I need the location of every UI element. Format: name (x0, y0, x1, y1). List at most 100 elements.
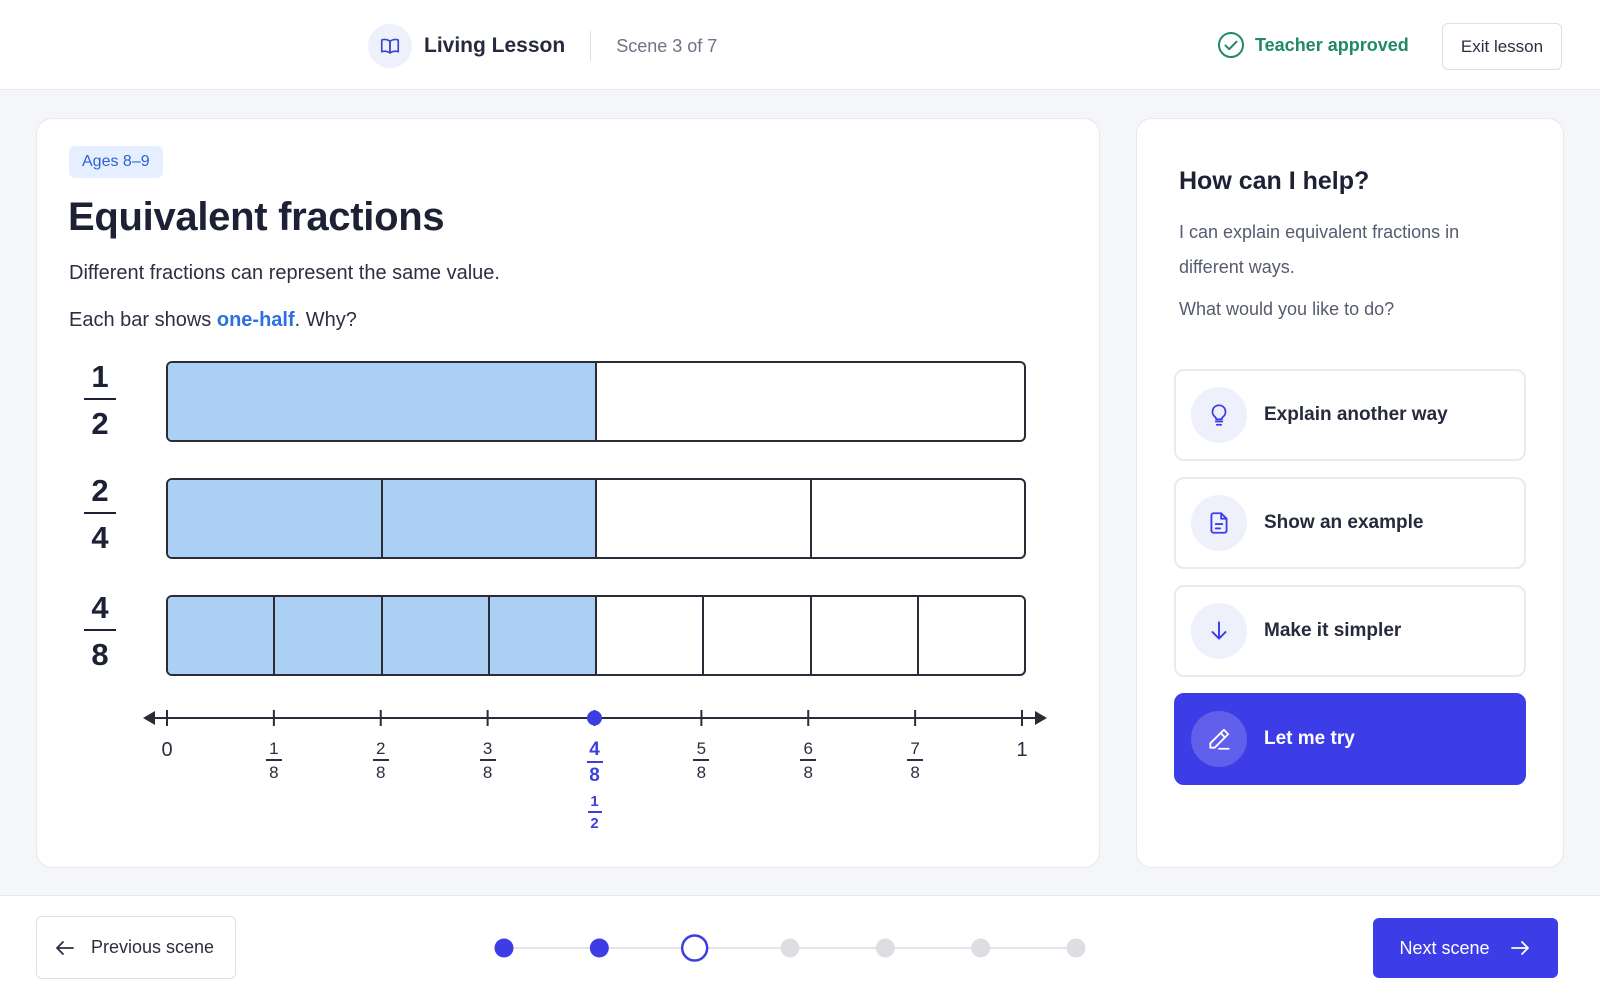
help-title: How can I help? (1179, 167, 1370, 195)
tick-denominator: 8 (269, 762, 279, 782)
lesson-description: Different fractions can represent the sa… (69, 262, 500, 284)
arrow-down-icon (1191, 603, 1247, 659)
bar-segment-empty[interactable] (595, 597, 702, 674)
check-circle-icon (1218, 32, 1244, 58)
number-line (143, 710, 1047, 726)
fraction-label-1-2: 1 2 (80, 361, 120, 439)
pencil-icon (1191, 711, 1247, 767)
tick-label-end: 1 (1016, 739, 1028, 761)
tick-numerator: 2 (376, 739, 386, 758)
question-suffix: . Why? (294, 309, 357, 331)
fraction-label-2-4: 2 4 (80, 475, 120, 553)
tick-denominator: 2 (590, 814, 599, 832)
make-simpler-button[interactable]: Make it simpler (1174, 585, 1526, 677)
fraction-line (84, 398, 116, 400)
progress-dot-upcoming (875, 938, 895, 958)
tick-denominator: 8 (910, 762, 920, 782)
bar-segment-empty[interactable] (916, 597, 1024, 674)
tick-numerator: 3 (482, 739, 493, 758)
fraction-label-4-8: 4 8 (80, 592, 120, 670)
progress-dot-upcoming (971, 938, 991, 958)
fraction-line (84, 629, 116, 631)
bar-segment-filled[interactable] (273, 597, 381, 674)
progress-dot-completed (494, 938, 514, 958)
progress-dot-upcoming (1066, 938, 1086, 958)
tick-numerator: 4 (589, 739, 600, 760)
tick-numerator: 6 (803, 739, 813, 758)
question-prefix: Each bar shows (69, 309, 217, 331)
tick-fraction-line (372, 759, 389, 761)
help-panel: How can I help? I can explain equivalent… (1136, 118, 1564, 868)
fraction-numerator: 2 (91, 473, 109, 508)
tick-numerator: 1 (590, 793, 599, 810)
bar-segment-empty[interactable] (595, 480, 810, 557)
fraction-bar-quarters[interactable] (166, 478, 1026, 559)
bar-segment-filled[interactable] (168, 363, 595, 440)
tick-fraction-line (587, 811, 602, 813)
lesson-card: Ages 8–9 Equivalent fractions Different … (36, 118, 1100, 868)
next-scene-label: Next scene (1399, 937, 1490, 958)
bar-segment-filled[interactable] (380, 480, 595, 557)
header-divider (590, 31, 592, 61)
fraction-numerator: 1 (91, 359, 109, 394)
question-highlight: one-half (216, 309, 295, 331)
bar-segment-filled[interactable] (168, 597, 274, 674)
fraction-denominator: 4 (91, 520, 109, 555)
bar-segment-empty[interactable] (702, 597, 809, 674)
tick-numerator: 7 (910, 739, 920, 758)
tick-label-start: 0 (161, 739, 173, 761)
tick-fraction-line (907, 759, 924, 761)
bar-segment-filled[interactable] (380, 597, 488, 674)
previous-scene-button[interactable]: Previous scene (36, 916, 236, 979)
lesson-question: Each bar shows one-half. Why? (69, 309, 357, 332)
age-badge: Ages 8–9 (69, 146, 163, 178)
explain-another-way-button[interactable]: Explain another way (1174, 369, 1526, 461)
next-scene-button[interactable]: Next scene (1373, 918, 1558, 978)
tick-denominator: 8 (482, 762, 493, 782)
progress-dot-upcoming (780, 938, 800, 958)
bar-segment-empty[interactable] (809, 597, 917, 674)
arrow-right-icon (1510, 941, 1529, 955)
marked-point (587, 710, 602, 726)
tick-fraction-line (800, 759, 817, 761)
show-example-button[interactable]: Show an example (1174, 477, 1526, 569)
bar-segment-filled[interactable] (487, 597, 595, 674)
let-me-try-button[interactable]: Let me try (1174, 693, 1526, 785)
bar-segment-empty[interactable] (809, 480, 1025, 557)
tick-fraction-line (265, 759, 282, 761)
fraction-bar-halves[interactable] (166, 361, 1026, 442)
arrow-right-head (1035, 711, 1047, 725)
exit-lesson-button[interactable]: Exit lesson (1442, 23, 1562, 70)
bar-segment-empty[interactable] (595, 363, 1024, 440)
tick-denominator: 8 (803, 762, 813, 782)
bar-segment-filled[interactable] (168, 480, 381, 557)
fraction-denominator: 8 (91, 637, 109, 672)
document-icon (1191, 495, 1247, 551)
app-name: Living Lesson (424, 34, 566, 57)
tick-denominator: 8 (376, 762, 386, 782)
help-prompt: What would you like to do? (1179, 299, 1395, 319)
tick-fraction-line (693, 759, 710, 761)
fraction-denominator: 2 (91, 406, 109, 441)
tick-denominator: 8 (589, 764, 600, 786)
fraction-bar-eighths[interactable] (166, 595, 1026, 676)
arrow-left-icon (56, 940, 74, 955)
fraction-numerator: 4 (91, 590, 109, 625)
brand: Living Lesson Scene 3 of 7 (368, 24, 717, 68)
approval-status-text: Teacher approved (1255, 34, 1409, 55)
scene-counter: Scene 3 of 7 (616, 35, 718, 56)
lesson-header: Living Lesson Scene 3 of 7 Teacher appro… (0, 0, 1600, 90)
lesson-footer: Previous scene Next scene (0, 895, 1600, 1000)
help-intro: I can explain equivalent fractions in di… (1179, 222, 1460, 277)
tick-numerator: 5 (696, 739, 707, 758)
tick-fraction-line (479, 759, 496, 761)
fraction-line (84, 512, 116, 514)
tick-fraction-line (586, 761, 603, 763)
